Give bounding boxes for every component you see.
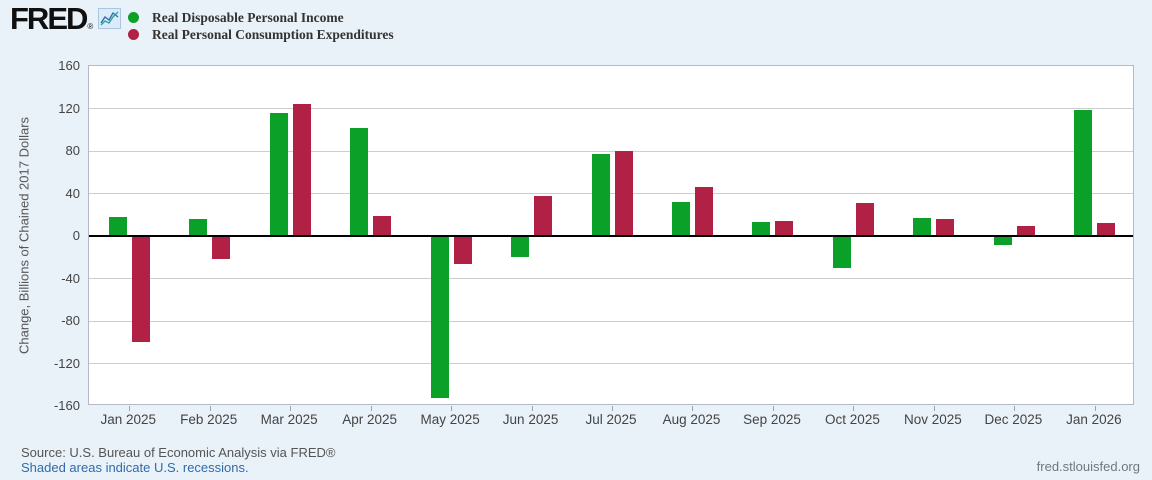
y-tick-label: 80 (65, 143, 80, 158)
y-tick-label: -80 (61, 313, 80, 328)
x-tick-label: Mar 2025 (260, 412, 318, 427)
pce-bar-nov-2025 (936, 219, 955, 236)
x-tick-mark (209, 406, 211, 411)
recession-note-link[interactable]: Shaded areas indicate U.S. recessions. (21, 460, 249, 475)
income-bar-sep-2025 (752, 222, 771, 236)
pce-bar-feb-2025 (212, 236, 231, 260)
y-tick-label: -160 (53, 398, 80, 413)
fred-sparkline-icon (98, 8, 122, 34)
pce-bar-jun-2025 (534, 195, 553, 236)
gridline (89, 320, 1133, 322)
x-tick-mark (129, 406, 131, 411)
x-tick-label: Jun 2025 (502, 412, 559, 427)
fred-site-link[interactable]: fred.stlouisfed.org (1036, 459, 1140, 474)
pce-bar-jan-2026 (1097, 223, 1116, 236)
footer-notes: Source: U.S. Bureau of Economic Analysis… (21, 445, 335, 475)
zero-axis-line (89, 235, 1133, 237)
x-tick-mark (692, 406, 694, 411)
x-tick-label: Nov 2025 (904, 412, 962, 427)
chart-legend: Real Disposable Personal Income Real Per… (128, 9, 394, 43)
plot-area (88, 65, 1134, 411)
x-tick-label: Jan 2026 (1066, 412, 1122, 427)
legend-label-pce: Real Personal Consumption Expenditures (152, 26, 394, 42)
y-tick-label: 160 (58, 58, 80, 73)
x-axis-tick-labels: Jan 2025 Feb 2025 Mar 2025 Apr 2025 May 2025… (88, 412, 1134, 427)
fred-logo[interactable]: FRED ® (10, 1, 122, 36)
y-tick-label: -120 (53, 355, 80, 371)
income-bar-apr-2025 (350, 127, 369, 236)
x-tick-label: May 2025 (420, 412, 480, 427)
income-bar-may-2025 (430, 236, 449, 398)
x-tick-label: Jan 2025 (100, 412, 157, 427)
pce-bar-jul-2025 (614, 151, 633, 236)
registered-trademark: ® (87, 22, 94, 31)
legend-item-income: Real Disposable Personal Income (128, 9, 394, 26)
x-tick-label: Dec 2025 (984, 412, 1043, 427)
income-bar-jun-2025 (511, 236, 530, 258)
gridline (89, 108, 1133, 109)
x-tick-label: Sep 2025 (743, 412, 801, 427)
y-tick-label: 40 (65, 185, 80, 201)
pce-bar-jan-2025 (131, 236, 150, 343)
income-bar-mar-2025 (269, 112, 288, 236)
pce-bar-oct-2025 (855, 203, 874, 236)
gridline (89, 278, 1133, 279)
fred-logo-text: FRED (10, 1, 88, 36)
source-text: Source: U.S. Bureau of Economic Analysis… (21, 445, 336, 460)
x-tick-mark (612, 406, 613, 411)
x-tick-mark (290, 406, 292, 411)
income-bar-dec-2025 (993, 236, 1012, 245)
pce-bar-apr-2025 (373, 215, 392, 236)
pce-bar-sep-2025 (775, 221, 794, 236)
y-tick-label: 120 (58, 100, 80, 116)
x-tick-label: Feb 2025 (180, 412, 238, 427)
income-bar-oct-2025 (832, 236, 851, 268)
income-bar-feb-2025 (189, 219, 208, 236)
x-tick-mark (772, 406, 774, 411)
income-legend-dot-icon (128, 12, 139, 23)
x-tick-mark (370, 406, 372, 411)
x-tick-label: Apr 2025 (342, 412, 398, 427)
gridline (89, 193, 1133, 194)
pce-bar-dec-2025 (1016, 226, 1035, 236)
x-tick-mark (1014, 406, 1016, 411)
pce-bar-mar-2025 (292, 104, 311, 236)
legend-item-pce: Real Personal Consumption Expenditures (128, 26, 394, 43)
income-bar-aug-2025 (671, 202, 690, 236)
income-bar-jan-2026 (1074, 109, 1093, 236)
gridline (89, 363, 1133, 364)
legend-label-income: Real Disposable Personal Income (152, 9, 344, 25)
y-tick-label: 0 (72, 228, 80, 243)
x-tick-label: Jul 2025 (585, 412, 637, 427)
pce-legend-dot-icon (128, 29, 139, 40)
x-tick-mark (933, 406, 935, 411)
y-axis-tick-labels: 160 120 80 40 0 -40 -80 -120 -160 (0, 58, 80, 413)
y-tick-label: -40 (61, 270, 80, 286)
x-tick-label: Aug 2025 (662, 412, 721, 427)
pce-bar-aug-2025 (694, 187, 713, 236)
income-bar-jan-2025 (108, 216, 127, 236)
income-bar-jul-2025 (591, 154, 610, 236)
x-tick-label: Oct 2025 (825, 412, 880, 427)
x-tick-mark (531, 406, 533, 411)
x-tick-mark (1094, 406, 1096, 411)
x-tick-mark (853, 406, 855, 411)
gridline (89, 150, 1133, 152)
pce-bar-may-2025 (453, 236, 472, 264)
x-tick-mark (451, 406, 453, 411)
income-bar-nov-2025 (913, 217, 932, 236)
